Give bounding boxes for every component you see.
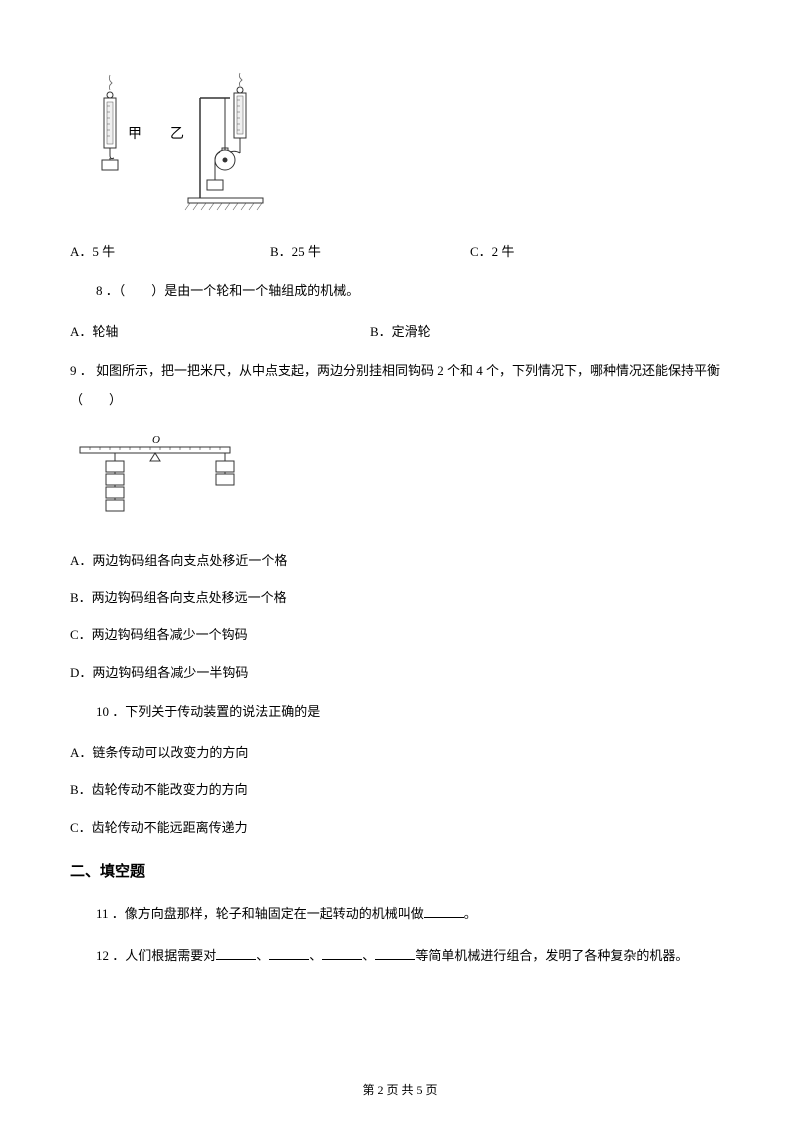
q7-options: A．5 牛 B．25 牛 C．2 牛 — [70, 240, 730, 263]
q7-option-b: B．25 牛 — [270, 240, 470, 263]
q9-option-d: D．两边钩码组各减少一半钩码 — [70, 661, 730, 684]
q10-option-c: C．齿轮传动不能远距离传递力 — [70, 816, 730, 839]
q8-options: A．轮轴 B．定滑轮 — [70, 320, 730, 343]
blank — [269, 947, 309, 960]
blank — [322, 947, 362, 960]
q9-option-c: C．两边钩码组各减少一个钩码 — [70, 623, 730, 646]
q10-option-a: A．链条传动可以改变力的方向 — [70, 741, 730, 764]
q10-option-b: B．齿轮传动不能改变力的方向 — [70, 778, 730, 801]
q9-option-a: A．两边钩码组各向支点处移近一个格 — [70, 549, 730, 572]
blank — [216, 947, 256, 960]
section-2-title: 二、填空题 — [70, 859, 730, 886]
q7-option-a: A．5 牛 — [70, 240, 270, 263]
q8-text: 8 ．（ ）是由一个轮和一个轴组成的机械。 — [70, 277, 730, 306]
svg-text:乙: 乙 — [170, 126, 184, 142]
q10-text: 10 ．下列关于传动装置的说法正确的是 — [70, 698, 730, 727]
q12-text: 12 ．人们根据需要对、、、等简单机械进行组合，发明了各种复杂的机器。 — [70, 942, 730, 971]
q9-option-b: B．两边钩码组各向支点处移远一个格 — [70, 586, 730, 609]
q11-text: 11 ．像方向盘那样，轮子和轴固定在一起转动的机械叫做。 — [70, 900, 730, 929]
q8-option-a: A．轮轴 — [70, 320, 370, 343]
q9-text: 9 ． 如图所示，把一把米尺，从中点支起，两边分别挂相同钩码 2 个和 4 个，… — [70, 357, 730, 414]
page-footer: 第 2 页 共 5 页 — [0, 1080, 800, 1102]
svg-text:甲: 甲 — [128, 127, 142, 142]
figure-scales: 甲 乙 — [70, 70, 730, 220]
q7-option-c: C．2 牛 — [470, 240, 670, 263]
q8-option-b: B．定滑轮 — [370, 320, 431, 343]
svg-text:O: O — [152, 434, 160, 446]
blank — [375, 947, 415, 960]
figure-lever: O — [70, 429, 730, 529]
blank — [424, 905, 464, 918]
